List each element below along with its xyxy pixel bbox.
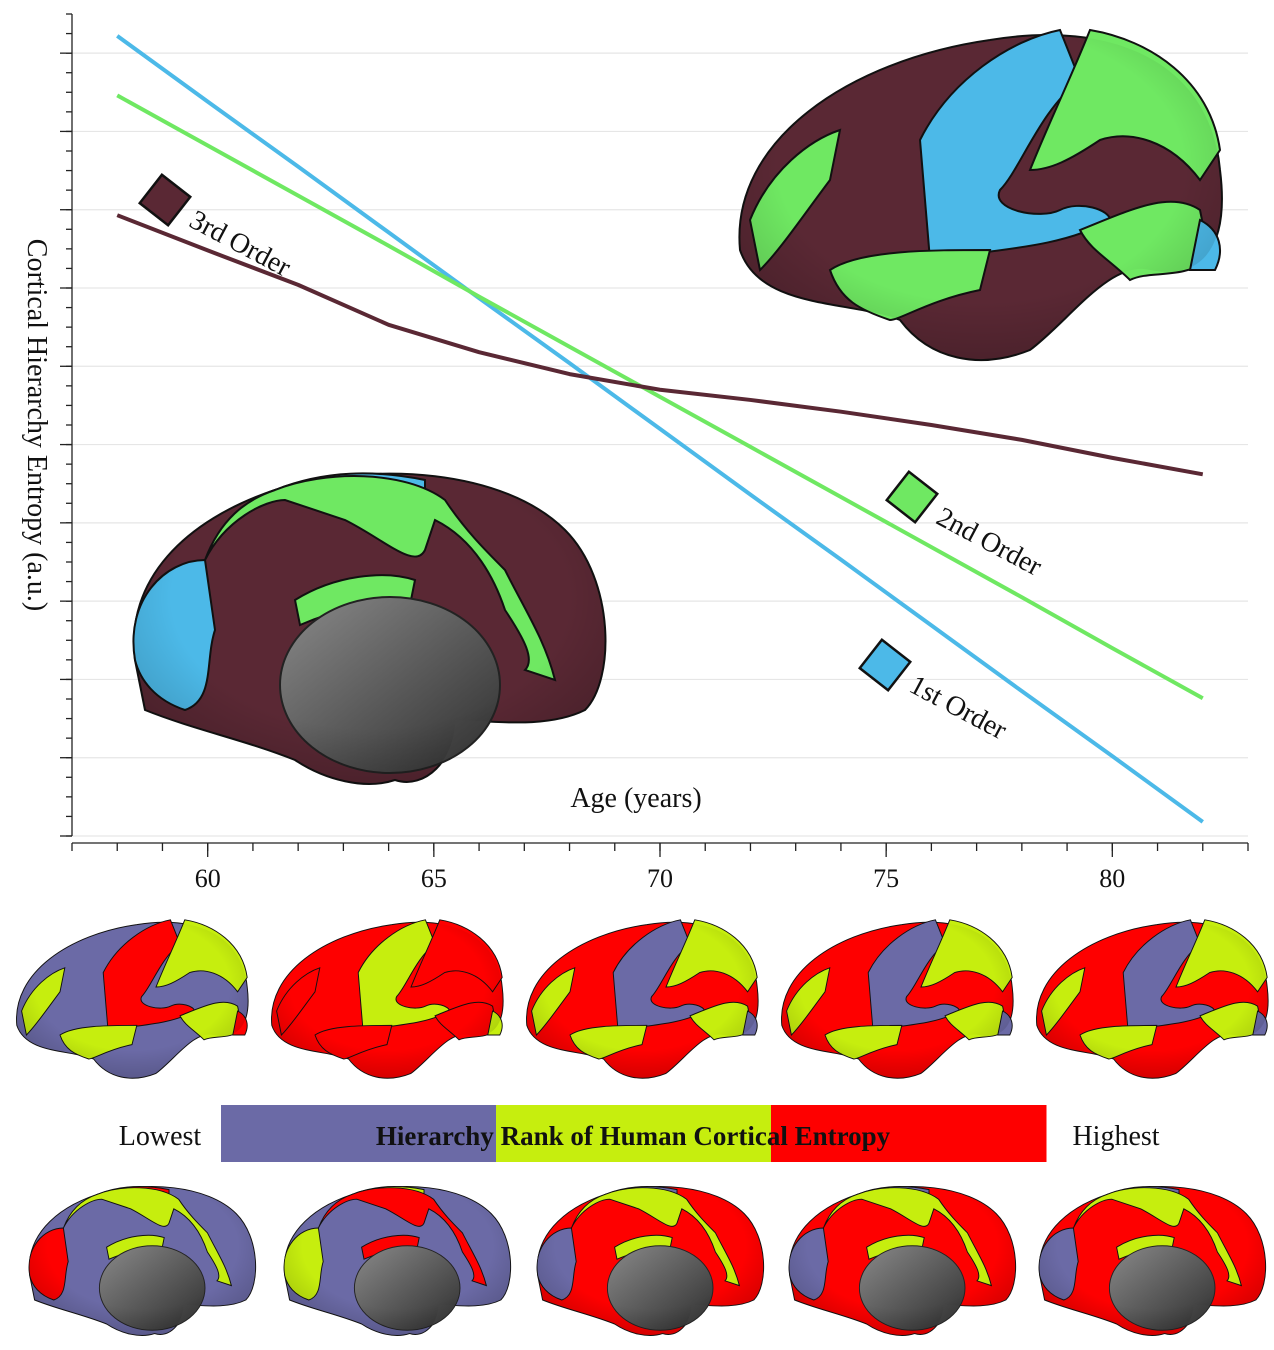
brain-small [1039, 1186, 1266, 1335]
x-tick-label: 60 [195, 864, 221, 893]
legend-label: 2nd Order [931, 501, 1047, 582]
colorbar-title: Hierarchy Rank of Human Cortical Entropy [376, 1121, 891, 1151]
brain-small [537, 1186, 764, 1335]
colorbar-right-label: Highest [1072, 1121, 1159, 1152]
brain-medial [133, 473, 605, 783]
x-axis-label: Age (years) [570, 783, 701, 814]
brain-small [1037, 920, 1269, 1078]
x-tick-label: 80 [1099, 864, 1125, 893]
series-annotation: 3rd Order [137, 172, 301, 285]
legend-swatch [887, 472, 938, 523]
brain-small [789, 1186, 1016, 1335]
colorbar-left-label: Lowest [119, 1121, 202, 1152]
figure: 1st Order 2nd Order 3rd Order 60 65 70 75 80 A… [0, 0, 1274, 1345]
legend-swatch [860, 640, 911, 691]
brain-small [284, 1186, 511, 1335]
brain-row-lateral [17, 920, 1269, 1078]
x-tick-label: 65 [421, 864, 447, 893]
legend-label: 3rd Order [184, 204, 296, 283]
legend-swatch [140, 175, 191, 226]
x-tick-label: 75 [873, 864, 899, 893]
brain-small [527, 920, 759, 1078]
brain-small [272, 920, 504, 1078]
x-tick-label: 70 [647, 864, 673, 893]
legend-label: 1st Order [904, 669, 1012, 746]
brain-row-medial [29, 1186, 1266, 1335]
brain-lateral [739, 30, 1221, 360]
series-annotation: 1st Order [857, 637, 1017, 748]
brain-small [29, 1186, 256, 1335]
brain-small [782, 920, 1014, 1078]
brain-small [17, 920, 249, 1078]
y-axis-label: Cortical Hierarchy Entropy (a.u.) [21, 239, 52, 611]
